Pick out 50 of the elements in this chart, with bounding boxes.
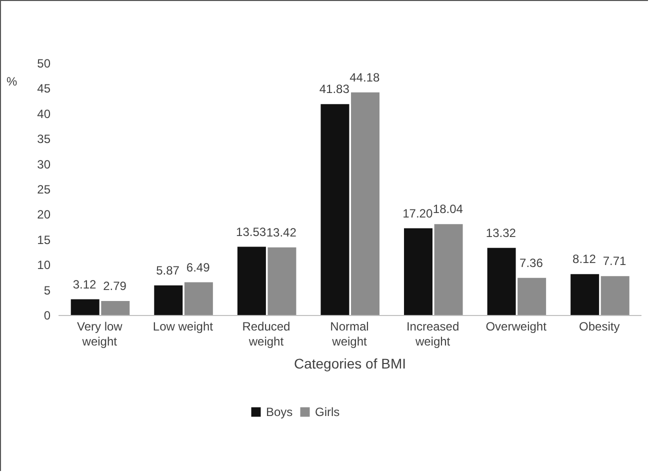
x-axis-title: Categories of BMI [294, 356, 406, 372]
data-label: 3.12 [72, 277, 96, 292]
data-label: 44.18 [350, 70, 380, 84]
x-tick-label: Reduced weight [242, 320, 290, 348]
y-tick-label: 30 [37, 157, 51, 172]
x-tick-label: Obesity [579, 320, 620, 334]
legend-label: Girls [315, 405, 340, 419]
y-axis-title: % [6, 74, 18, 88]
y-tick-label: 40 [37, 106, 51, 121]
bar [268, 247, 296, 315]
x-tick-label: Overweight [486, 320, 548, 334]
bar [237, 246, 266, 315]
data-label: 6.49 [186, 260, 210, 274]
bar [570, 274, 600, 315]
bar [70, 299, 100, 315]
bar [320, 104, 350, 315]
x-tick-label: Increased weight [406, 320, 460, 348]
data-label: 17.20 [402, 206, 433, 220]
data-label: 18.04 [432, 202, 464, 216]
data-label: 13.32 [486, 226, 516, 240]
bar [154, 285, 183, 315]
data-label: 13.53 [236, 224, 266, 239]
bar [518, 278, 546, 315]
x-tick-label: Normal weight [330, 320, 369, 348]
data-label: 7.71 [602, 254, 626, 268]
x-tick-label: Very low weight [76, 320, 123, 348]
data-label: 8.12 [572, 252, 596, 266]
y-tick-label: 0 [44, 308, 51, 322]
y-tick-label: 35 [37, 132, 51, 146]
data-label: 5.87 [156, 263, 180, 278]
y-tick-label: 45 [37, 82, 51, 96]
data-label: 2.79 [103, 278, 127, 293]
x-tick-label: Low weight [152, 320, 214, 334]
bar [404, 228, 432, 315]
bar [600, 276, 630, 315]
y-tick-label: 20 [37, 208, 51, 222]
y-tick-label: 10 [37, 258, 51, 272]
bar [184, 282, 213, 315]
bar [101, 300, 130, 315]
legend-label: Boys [266, 405, 293, 419]
y-tick-label: 50 [37, 56, 51, 70]
bar [487, 248, 516, 315]
y-tick-label: 15 [37, 232, 51, 247]
data-label: 13.42 [266, 225, 297, 240]
y-tick-label: 25 [37, 182, 51, 196]
y-tick-label: 5 [44, 283, 51, 298]
data-label: 7.36 [520, 256, 544, 270]
bar [351, 92, 380, 315]
data-label: 41.83 [319, 82, 350, 96]
bar [434, 224, 463, 315]
